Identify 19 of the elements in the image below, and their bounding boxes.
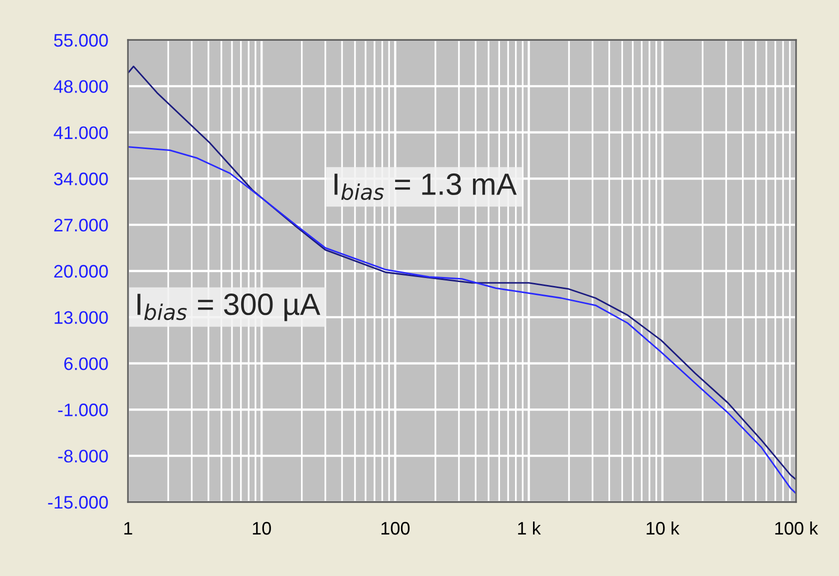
y-tick-label: -1.000 <box>58 404 108 416</box>
y-tick-label: 55.000 <box>54 34 108 47</box>
y-tick-label: -8.000 <box>58 450 108 463</box>
y-tick-label: 41.000 <box>54 126 108 140</box>
annotation: I$_{bias}$ = 1.3 mA <box>334 173 517 200</box>
y-tick-label: -15.000 <box>48 496 108 509</box>
x-tick-label: 10 k <box>646 521 680 535</box>
y-tick-label: 34.000 <box>54 172 108 186</box>
y-tick-label: 13.000 <box>54 311 108 324</box>
y-tick-label: 48.000 <box>54 80 108 93</box>
x-tick-label: 100 k <box>775 521 818 535</box>
x-tick-label: 1 k <box>518 521 541 535</box>
x-tick-label: 1 <box>124 522 132 535</box>
annotation: I$_{bias}$ = 300 µA <box>138 294 320 322</box>
y-tick-label: 6.000 <box>64 357 108 370</box>
y-tick-label: 27.000 <box>54 218 108 232</box>
x-tick-label: 10 <box>252 522 271 535</box>
y-tick-label: 20.000 <box>54 264 108 278</box>
x-tick-label: 100 <box>382 522 410 535</box>
